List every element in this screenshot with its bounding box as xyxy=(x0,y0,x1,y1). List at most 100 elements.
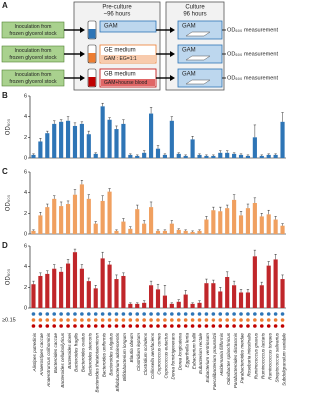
growth-dot xyxy=(66,312,70,316)
bar xyxy=(114,129,119,158)
growth-dot xyxy=(59,318,63,322)
growth-dot xyxy=(211,324,216,328)
bar xyxy=(183,294,188,308)
growth-dot xyxy=(107,312,112,316)
growth-dot xyxy=(170,324,174,328)
bar xyxy=(162,295,167,308)
growth-dot xyxy=(280,312,285,316)
growth-dot xyxy=(246,324,250,328)
bar xyxy=(245,208,251,234)
growth-dot xyxy=(59,312,63,316)
growth-dot xyxy=(253,312,257,316)
bar xyxy=(31,284,36,308)
growth-dot xyxy=(142,318,146,322)
growth-dot xyxy=(197,324,202,328)
source-text: frozen glycerol stock xyxy=(9,79,57,85)
growth-dot xyxy=(121,318,126,322)
bar xyxy=(155,148,161,158)
growth-dot xyxy=(163,324,167,328)
bar xyxy=(65,263,71,308)
bar xyxy=(176,153,181,158)
growth-dot xyxy=(218,318,223,322)
bar xyxy=(197,154,202,158)
bar xyxy=(211,155,216,158)
x-tick-label: Roseburia intestinalis xyxy=(247,332,252,376)
growth-dot xyxy=(156,318,160,322)
medium-composition: GAM : EG=1:1 xyxy=(104,56,137,62)
y-axis-label: OD₆₀₀ xyxy=(6,268,12,285)
growth-dot xyxy=(52,312,57,316)
figure: A Pre-culture ~96 hours Culture 96 hours… xyxy=(1,1,286,393)
panel-letter: A xyxy=(2,1,8,10)
bar xyxy=(38,141,43,158)
growth-dot xyxy=(135,318,140,322)
bar xyxy=(128,154,133,158)
medium-name: GE medium xyxy=(104,48,136,54)
plate xyxy=(185,79,211,85)
growth-dot xyxy=(183,318,188,322)
tube-fill xyxy=(88,77,96,87)
growth-dot xyxy=(80,312,84,316)
arrowhead xyxy=(170,75,175,81)
growth-dot xyxy=(100,312,105,316)
growth-dot xyxy=(121,312,126,316)
bar xyxy=(183,155,188,158)
x-tick-label: Clostridium leptum xyxy=(136,333,141,371)
bar xyxy=(59,121,64,158)
bar xyxy=(65,120,71,158)
tube-fill xyxy=(88,53,96,63)
growth-dot xyxy=(80,318,84,322)
readout: OD₆₀₀ measurement xyxy=(227,51,278,57)
bar xyxy=(72,252,78,308)
bar xyxy=(100,106,105,158)
bar xyxy=(211,210,216,234)
bar xyxy=(149,207,154,234)
bar xyxy=(162,154,167,158)
bar xyxy=(280,279,285,308)
growth-dot xyxy=(87,318,91,322)
bar xyxy=(190,231,195,234)
bar xyxy=(204,283,209,308)
panel-letter: D xyxy=(2,241,8,250)
bar xyxy=(280,225,285,234)
x-tick-label: Parabacteroides distasonis xyxy=(233,332,238,388)
x-tick-label: Bacteroides uniformis xyxy=(101,332,106,377)
bar xyxy=(79,268,84,308)
bar xyxy=(169,303,174,308)
arrowhead xyxy=(170,51,175,57)
growth-dot xyxy=(253,324,257,328)
bar xyxy=(107,191,112,234)
bar xyxy=(183,230,188,234)
bar xyxy=(252,203,257,234)
bar xyxy=(86,281,91,308)
growth-dot xyxy=(183,312,188,316)
bar xyxy=(252,256,257,308)
growth-dot xyxy=(45,318,50,322)
bar xyxy=(31,154,36,158)
x-tick-label: Dorea longicatena xyxy=(177,333,182,371)
x-tick-label: Ruminococcus lactaris xyxy=(261,332,266,379)
bar xyxy=(121,275,126,308)
growth-dot xyxy=(93,318,98,322)
bar xyxy=(211,283,216,308)
x-tick-label: Streptococcus salivarius xyxy=(274,332,279,382)
x-tick-label: Bacteroides cellulosilyticus xyxy=(60,332,65,387)
bar xyxy=(72,194,78,234)
y-tick-label: 0 xyxy=(24,305,27,311)
bar xyxy=(45,273,50,308)
growth-dot xyxy=(142,312,146,316)
growth-dot xyxy=(280,324,285,328)
bar xyxy=(45,133,50,158)
bar xyxy=(273,259,278,308)
growth-dot xyxy=(176,312,181,316)
growth-dot xyxy=(190,324,195,328)
growth-dot xyxy=(232,324,236,328)
growth-dot xyxy=(190,318,195,322)
growth-dot xyxy=(197,312,202,316)
bar xyxy=(259,285,264,308)
growth-dot xyxy=(218,312,223,316)
composition-box xyxy=(101,79,155,86)
medium-name: GAM xyxy=(104,24,118,30)
growth-dot xyxy=(114,312,119,316)
growth-dot xyxy=(225,312,229,316)
